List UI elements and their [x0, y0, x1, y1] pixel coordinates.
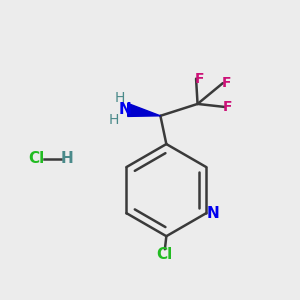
Text: N: N — [118, 102, 131, 117]
Text: Cl: Cl — [157, 247, 173, 262]
Text: N: N — [206, 206, 219, 221]
Text: Cl: Cl — [28, 152, 44, 166]
Text: H: H — [108, 113, 118, 127]
Text: H: H — [60, 152, 73, 166]
Text: F: F — [222, 76, 231, 90]
Text: F: F — [223, 100, 232, 114]
Text: H: H — [114, 91, 124, 105]
Text: F: F — [195, 72, 204, 86]
Polygon shape — [128, 103, 160, 116]
